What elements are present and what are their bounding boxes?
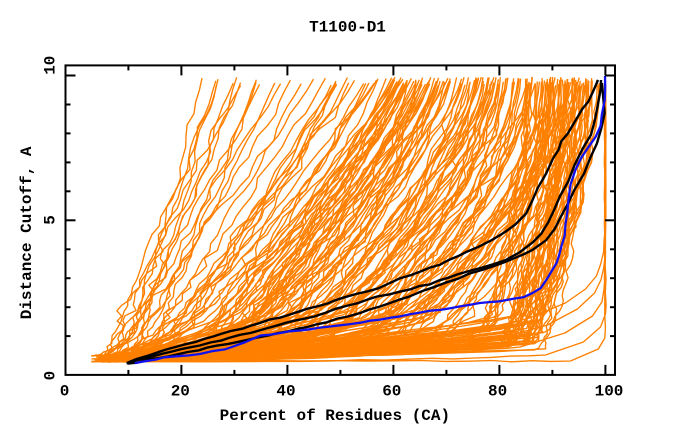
- svg-text:Distance Cutoff, A: Distance Cutoff, A: [18, 146, 36, 319]
- svg-text:0: 0: [42, 371, 60, 381]
- svg-text:80: 80: [488, 383, 507, 401]
- svg-text:10: 10: [42, 56, 60, 75]
- svg-text:100: 100: [595, 383, 624, 401]
- svg-text:T1100-D1: T1100-D1: [309, 19, 386, 37]
- svg-text:5: 5: [42, 215, 60, 225]
- svg-text:0: 0: [60, 383, 70, 401]
- svg-text:40: 40: [276, 383, 295, 401]
- svg-text:20: 20: [171, 383, 190, 401]
- svg-text:Percent of Residues (CA): Percent of Residues (CA): [220, 407, 450, 425]
- svg-text:60: 60: [382, 383, 401, 401]
